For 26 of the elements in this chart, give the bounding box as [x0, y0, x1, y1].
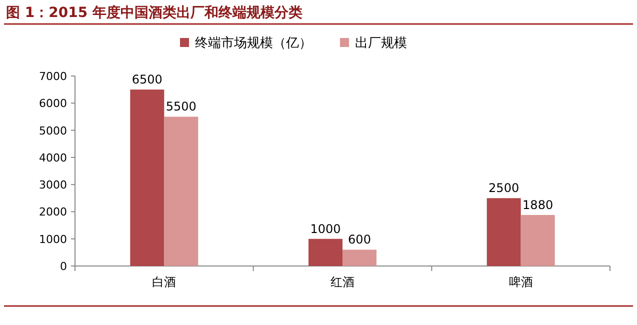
data-label: 2500 — [488, 181, 520, 196]
y-tick-label: 1000 — [39, 232, 67, 246]
y-tick-label: 4000 — [39, 151, 67, 164]
x-tick-label: 白酒 — [152, 275, 176, 289]
legend-label: 终端市场规模（亿） — [195, 36, 312, 51]
y-tick-label: 3000 — [39, 178, 67, 192]
chart-title: 图 1：2015 年度中国酒类出厂和终端规模分类 — [6, 4, 302, 21]
data-label: 6500 — [132, 72, 162, 87]
y-tick-label: 6000 — [39, 97, 67, 110]
bar — [308, 238, 342, 266]
bar — [164, 116, 198, 266]
y-tick-label: 2000 — [39, 206, 67, 219]
bar — [130, 90, 164, 266]
bar — [486, 198, 521, 266]
data-label: 1880 — [522, 198, 554, 212]
y-tick-label: 7000 — [39, 70, 67, 83]
y-tick-label: 5000 — [39, 124, 67, 138]
x-tick-label: 红酒 — [330, 275, 354, 289]
bar — [520, 214, 555, 266]
data-label: 1000 — [310, 222, 341, 236]
x-tick-label: 啤酒 — [508, 275, 533, 289]
bar — [342, 250, 376, 266]
data-label: 5500 — [166, 100, 196, 114]
data-label: 600 — [348, 232, 371, 247]
y-tick-label: 0 — [60, 260, 67, 273]
legend-label: 出厂规模 — [355, 36, 407, 51]
